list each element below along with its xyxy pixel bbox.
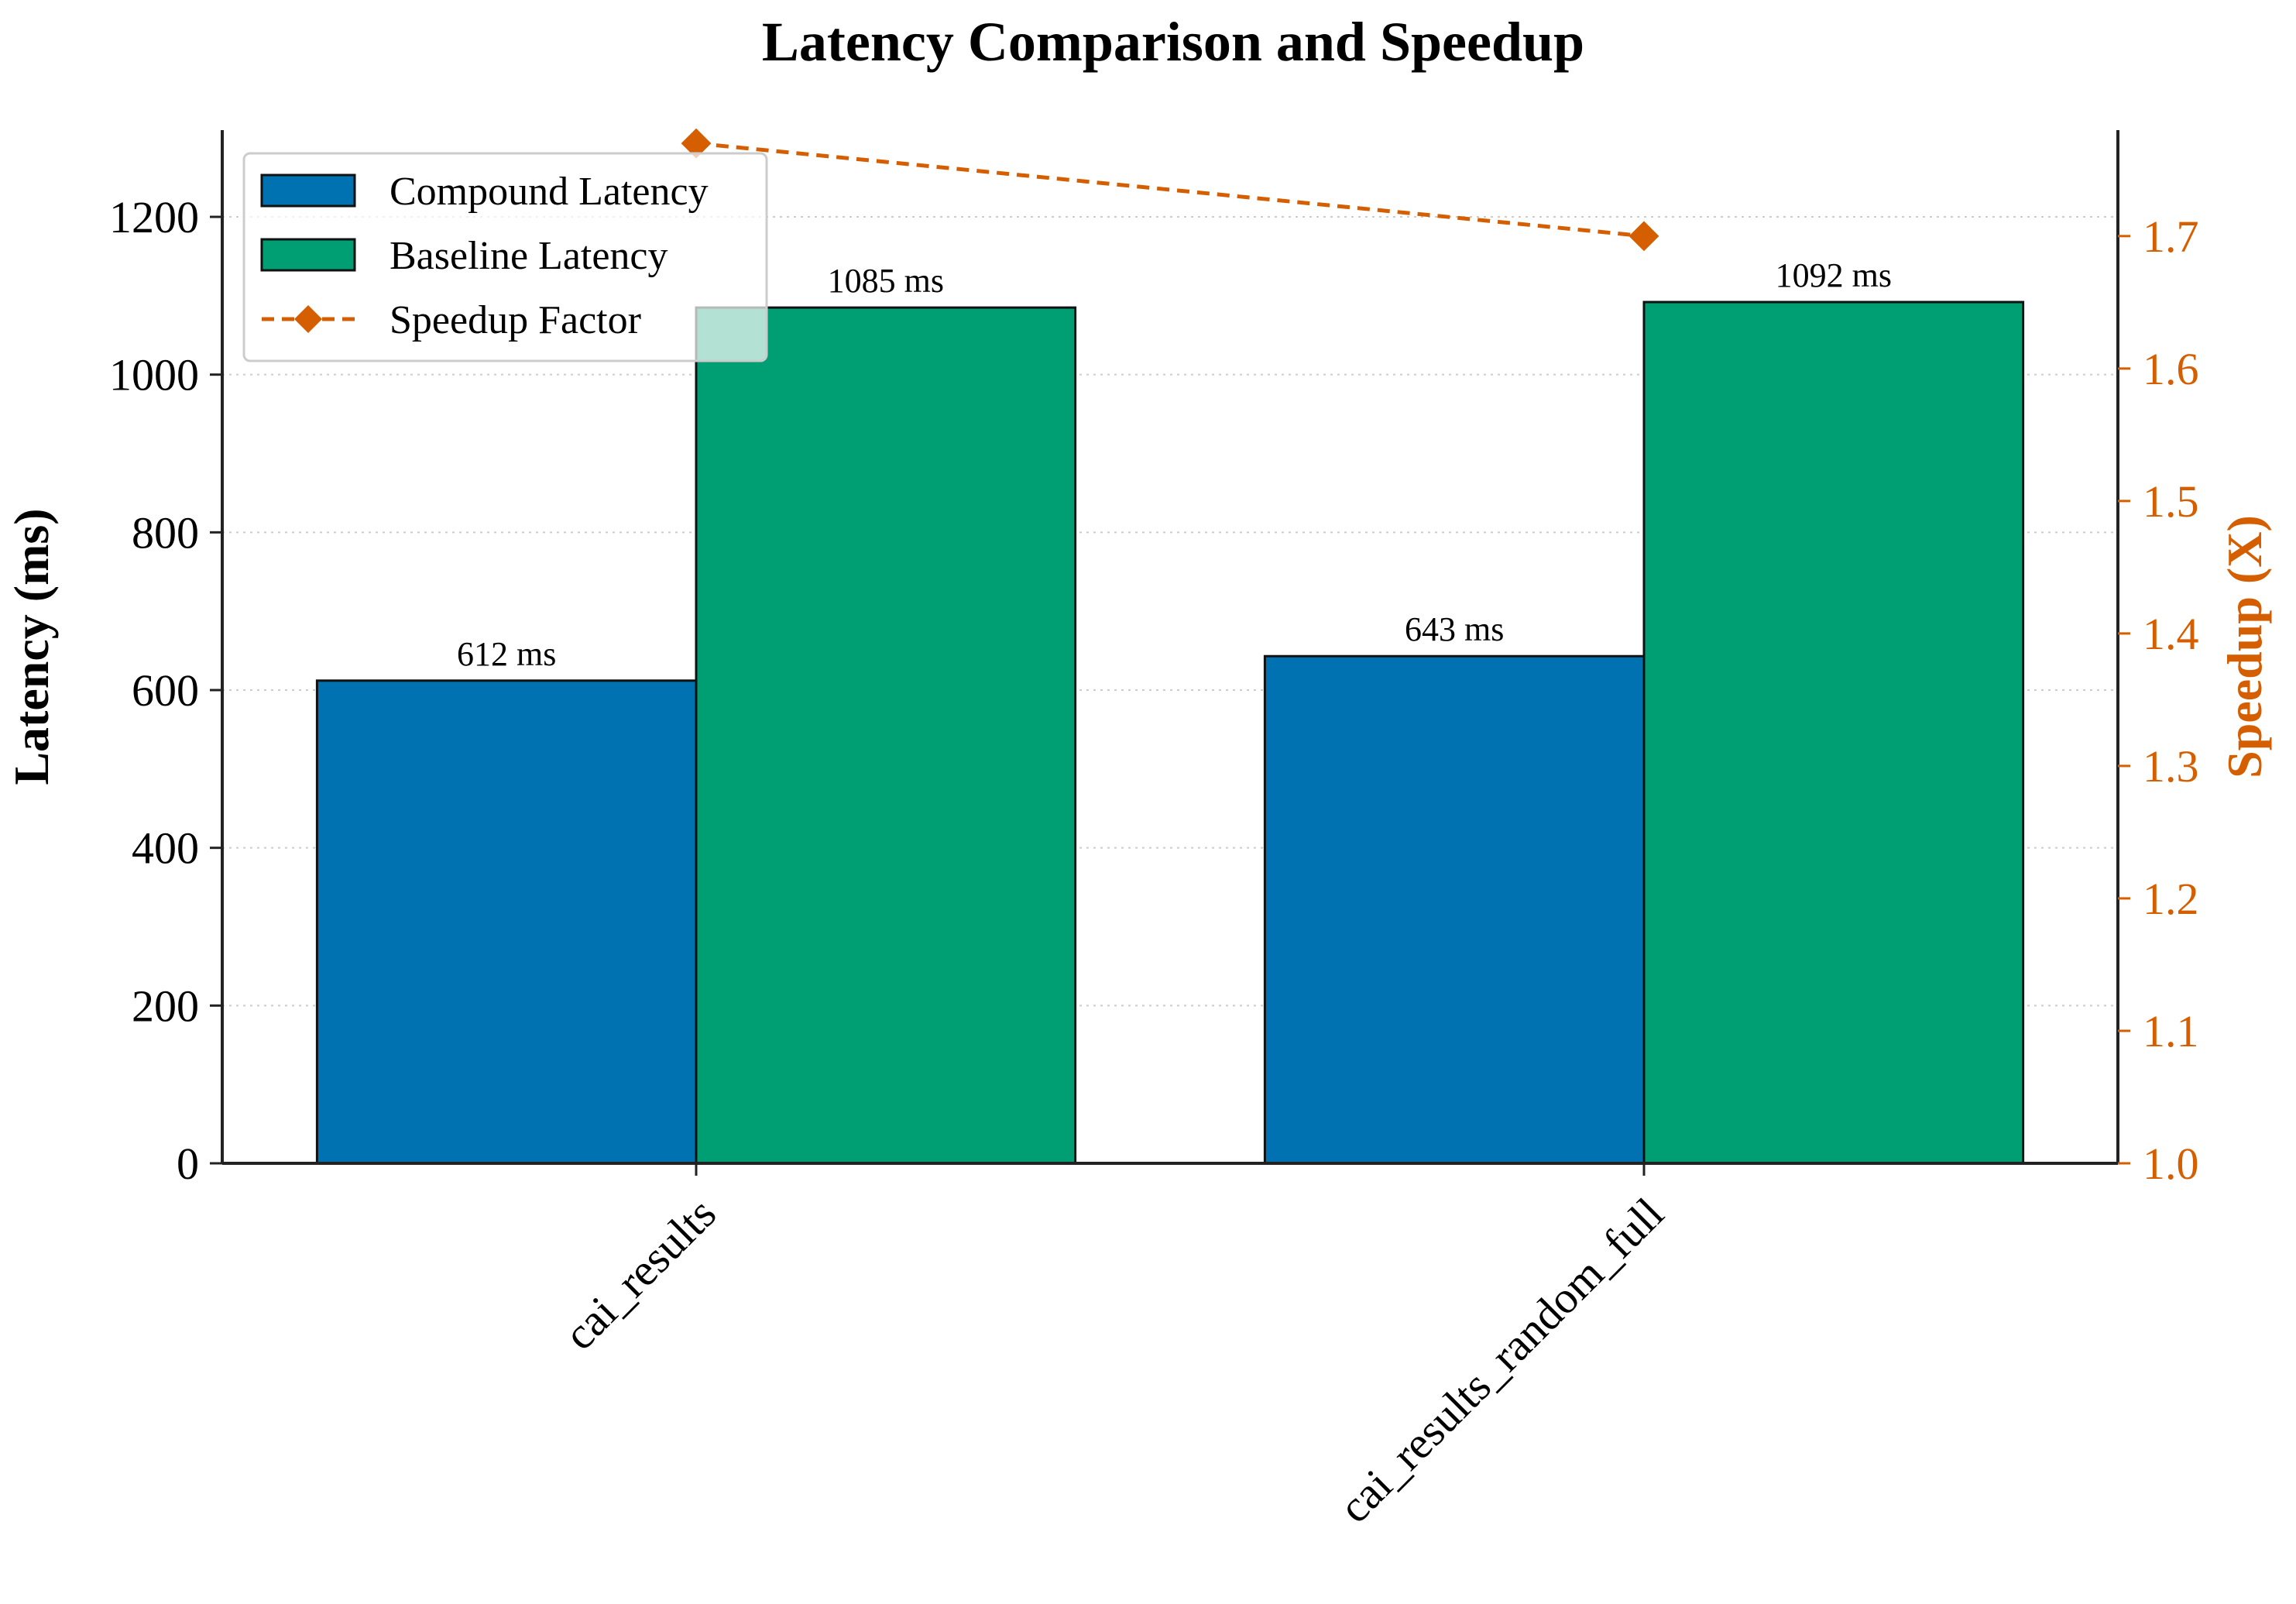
y-axis-left-label: Latency (ms) (4, 508, 59, 785)
x-axis-ticks: cai_results cai_results_random_full (554, 1163, 1673, 1533)
right-tick-label: 1.5 (2143, 476, 2199, 527)
legend-label: Speedup Factor (390, 298, 641, 342)
legend-swatch-bar (260, 238, 356, 272)
bar (695, 306, 1077, 1165)
left-tick-label: 600 (132, 665, 199, 716)
bar-value-label: 643 ms (1405, 610, 1504, 648)
left-tick-label: 800 (132, 507, 199, 558)
legend-swatch-marker (294, 305, 322, 333)
chart-title: Latency Comparison and Speedup (762, 11, 1584, 73)
right-axis-ticks: 1.0 1.1 1.2 1.3 1.4 1.5 1.6 1.7 (2118, 211, 2199, 1189)
left-tick-label: 200 (132, 981, 199, 1031)
speedup-marker (1628, 221, 1659, 252)
left-tick-label: 1000 (109, 350, 199, 400)
bar-labels: 612 ms 643 ms 1085 ms 1092 ms (457, 256, 1892, 673)
axes (221, 130, 2119, 1165)
left-tick-label: 0 (177, 1139, 199, 1189)
bars (315, 301, 2025, 1165)
right-tick-label: 1.3 (2143, 741, 2199, 792)
bar (1642, 301, 2025, 1165)
legend-box (242, 152, 768, 362)
x-tick-label: cai_results_random_full (1329, 1188, 1673, 1533)
bar (315, 679, 698, 1165)
right-tick-label: 1.6 (2143, 344, 2199, 394)
y-axis-right-label: Speedup (X) (2217, 515, 2272, 778)
legend: Compound Latency Baseline Latency Speedup … (242, 152, 768, 362)
right-tick-label: 1.2 (2143, 874, 2199, 924)
legend-swatch-bar (260, 173, 356, 208)
bar-value-label: 612 ms (457, 635, 556, 673)
speedup-line (681, 128, 1659, 252)
bar-value-label: 1092 ms (1776, 256, 1892, 294)
speedup-series-line (695, 141, 1645, 239)
right-tick-label: 1.4 (2143, 609, 2199, 659)
right-tick-label: 1.7 (2143, 211, 2199, 262)
x-tick-label: cai_results (554, 1188, 726, 1359)
bar (1263, 654, 1646, 1165)
bar-value-label: 1085 ms (828, 262, 944, 300)
legend-label: Baseline Latency (390, 234, 668, 278)
legend-label: Compound Latency (390, 170, 709, 214)
left-tick-label: 1200 (109, 192, 199, 242)
right-tick-label: 1.0 (2143, 1139, 2199, 1189)
left-axis-ticks: 0 200 400 600 800 1000 1200 (109, 192, 222, 1189)
left-tick-label: 400 (132, 823, 199, 874)
right-tick-label: 1.1 (2143, 1006, 2199, 1056)
